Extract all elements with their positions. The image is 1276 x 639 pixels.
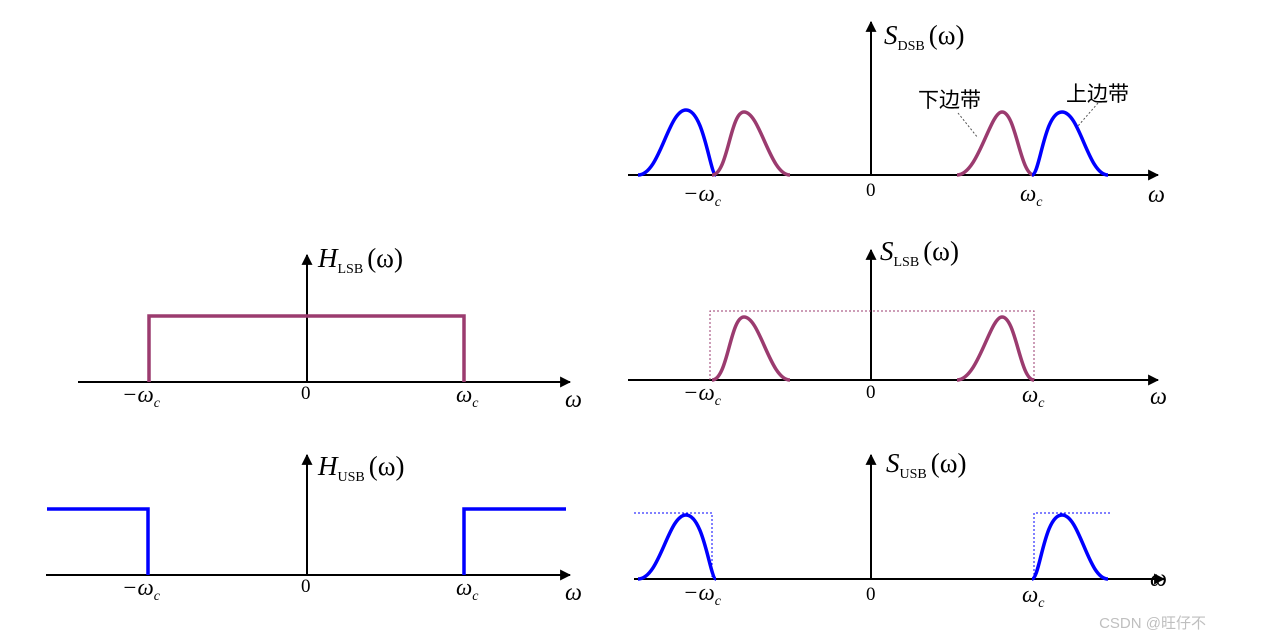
lower-sideband-right-curve xyxy=(956,315,1035,382)
lower-sideband-left-curve xyxy=(711,315,791,382)
function-label: HLSB (ω) xyxy=(317,243,403,277)
axis-omega: ω xyxy=(1148,182,1165,208)
lower-sideband-leader xyxy=(957,112,979,139)
tick-zero: 0 xyxy=(866,382,876,403)
lower-sideband-label: 下边带 xyxy=(918,88,981,112)
panel-s-usb: SUSB (ω) −ωc 0 ωc ω xyxy=(634,448,1167,611)
function-label: SUSB (ω) xyxy=(886,448,967,482)
function-label: SLSB (ω) xyxy=(880,236,959,270)
tick-zero: 0 xyxy=(301,383,311,404)
tick-neg-wc: −ωc xyxy=(122,575,161,604)
tick-wc: ωc xyxy=(1022,382,1045,411)
tick-neg-wc: −ωc xyxy=(683,380,722,409)
tick-zero: 0 xyxy=(866,180,876,201)
axis-omega: ω xyxy=(565,387,582,413)
panel-h-lsb: HLSB (ω) −ωc 0 ωc ω xyxy=(78,243,582,413)
tick-zero: 0 xyxy=(866,584,876,605)
lower-sideband-left-curve xyxy=(711,110,791,177)
upper-sideband-right-curve xyxy=(1030,513,1109,581)
watermark: CSDN @旺仔不 xyxy=(1099,615,1206,632)
tick-neg-wc: −ωc xyxy=(683,580,722,609)
axis-omega: ω xyxy=(1150,566,1167,592)
lsb-filter-response xyxy=(147,314,466,382)
lower-sideband-right-curve xyxy=(956,110,1035,177)
panel-h-usb: HUSB (ω) −ωc 0 ωc ω xyxy=(46,451,582,606)
function-label: HUSB (ω) xyxy=(317,451,405,485)
usb-filter-outline-right xyxy=(1033,512,1112,579)
upper-sideband-label: 上边带 xyxy=(1066,82,1129,106)
tick-wc: ωc xyxy=(1020,181,1043,210)
tick-wc: ωc xyxy=(456,575,479,604)
panel-s-lsb: SLSB (ω) −ωc 0 ωc ω xyxy=(628,236,1167,411)
panel-s-dsb: 下边带 上边带 SDSB (ω) −ωc 0 ωc ω xyxy=(628,20,1165,210)
upper-sideband-left-curve xyxy=(637,108,718,177)
usb-filter-outline-left xyxy=(634,512,713,579)
tick-neg-wc: −ωc xyxy=(683,181,722,210)
tick-wc: ωc xyxy=(1022,582,1045,611)
axis-omega: ω xyxy=(565,580,582,606)
tick-neg-wc: −ωc xyxy=(122,382,161,411)
upper-sideband-right-curve xyxy=(1030,110,1109,177)
function-label: SDSB (ω) xyxy=(884,20,965,54)
tick-zero: 0 xyxy=(301,576,311,597)
upper-sideband-leader xyxy=(1077,102,1099,127)
upper-sideband-left-curve xyxy=(637,513,718,581)
usb-filter-response-right xyxy=(462,507,566,575)
tick-wc: ωc xyxy=(456,382,479,411)
usb-filter-response-left xyxy=(47,507,150,575)
axis-omega: ω xyxy=(1150,384,1167,410)
